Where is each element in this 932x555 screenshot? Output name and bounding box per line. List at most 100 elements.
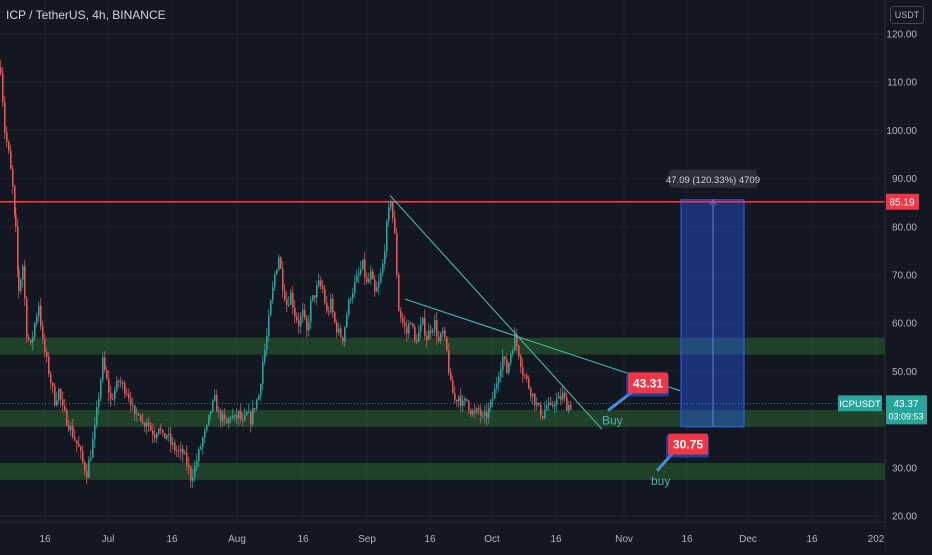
- candle: [310, 300, 312, 323]
- candle: [538, 403, 540, 405]
- x-tick-label: Jul: [102, 534, 115, 545]
- candle: [306, 317, 308, 331]
- candle: [324, 289, 326, 303]
- candle: [14, 186, 16, 214]
- annotation-box: [668, 433, 708, 455]
- candle: [396, 233, 398, 275]
- candle: [348, 299, 350, 315]
- candle: [484, 411, 486, 416]
- candle: [50, 374, 52, 383]
- candle: [70, 426, 72, 431]
- x-tick-label: Nov: [615, 534, 633, 545]
- candle: [376, 287, 378, 292]
- candle: [452, 380, 454, 394]
- candle: [326, 302, 328, 312]
- candle: [218, 411, 220, 413]
- candle: [368, 279, 370, 283]
- x-tick-label: 16: [297, 534, 309, 545]
- candle: [56, 400, 58, 406]
- candle: [300, 316, 302, 327]
- candle: [160, 428, 162, 430]
- candle: [430, 330, 432, 333]
- candle: [30, 339, 32, 343]
- candle: [108, 378, 110, 393]
- candle: [256, 399, 258, 409]
- last-price-countdown: 03:09:53: [888, 411, 923, 421]
- y-tick-label: 120.00: [886, 30, 917, 41]
- candle: [276, 269, 278, 275]
- candle: [260, 383, 262, 396]
- support-zone: [0, 337, 885, 355]
- candle: [78, 443, 80, 447]
- candle: [240, 411, 242, 420]
- candle: [84, 462, 86, 472]
- y-tick-label: 20.00: [892, 512, 917, 523]
- candle: [22, 266, 24, 280]
- x-tick-label: Aug: [228, 534, 246, 545]
- candle: [198, 449, 200, 462]
- candle: [450, 372, 452, 381]
- candle: [194, 466, 196, 478]
- candle: [54, 386, 56, 406]
- candle: [248, 412, 250, 414]
- candle: [250, 412, 252, 425]
- candle: [392, 201, 394, 218]
- x-tick-label: 16: [806, 534, 818, 545]
- candle: [402, 317, 404, 324]
- candle: [496, 383, 498, 389]
- candle: [284, 290, 286, 300]
- candle: [398, 274, 400, 311]
- candle: [32, 337, 34, 343]
- candle: [432, 330, 434, 333]
- price-axis: [885, 0, 932, 550]
- candle: [466, 398, 468, 401]
- time-axis: [0, 522, 885, 550]
- currency-button[interactable]: USDT: [890, 6, 924, 24]
- candle: [428, 330, 430, 341]
- candle: [332, 298, 334, 313]
- last-price-tag: [886, 395, 927, 425]
- candle: [340, 328, 342, 338]
- candle: [130, 398, 132, 406]
- candle: [148, 422, 150, 426]
- candle: [104, 357, 106, 370]
- candle: [200, 446, 202, 450]
- candle: [60, 389, 62, 400]
- candle: [328, 311, 330, 313]
- candle: [500, 369, 502, 377]
- candle: [174, 442, 176, 451]
- candle: [366, 277, 368, 283]
- candle: [12, 168, 14, 187]
- y-tick-label: 100.00: [886, 126, 917, 137]
- candle: [308, 322, 310, 331]
- projection-arrow-head: [709, 198, 717, 206]
- candle: [404, 323, 406, 327]
- candle: [524, 375, 526, 377]
- candle: [214, 395, 216, 401]
- candle: [170, 433, 172, 445]
- symbol-tag-label: ICPUSDT: [839, 399, 881, 410]
- annotation-price: 43.31: [633, 376, 663, 390]
- candle: [354, 281, 356, 293]
- candle: [498, 376, 500, 384]
- candle: [212, 400, 214, 412]
- candle: [512, 350, 514, 354]
- candle: [424, 317, 426, 336]
- candle: [196, 461, 198, 467]
- candle: [224, 414, 226, 419]
- y-tick-label: 90.00: [892, 174, 917, 185]
- candle: [530, 388, 532, 397]
- candle: [312, 295, 314, 301]
- candle: [36, 316, 38, 324]
- candle: [546, 404, 548, 410]
- candle: [544, 409, 546, 419]
- candle: [502, 356, 504, 370]
- candle: [414, 326, 416, 341]
- candle: [210, 411, 212, 415]
- candle: [294, 307, 296, 317]
- candle: [244, 414, 246, 421]
- candle: [150, 425, 152, 431]
- candle: [164, 433, 166, 439]
